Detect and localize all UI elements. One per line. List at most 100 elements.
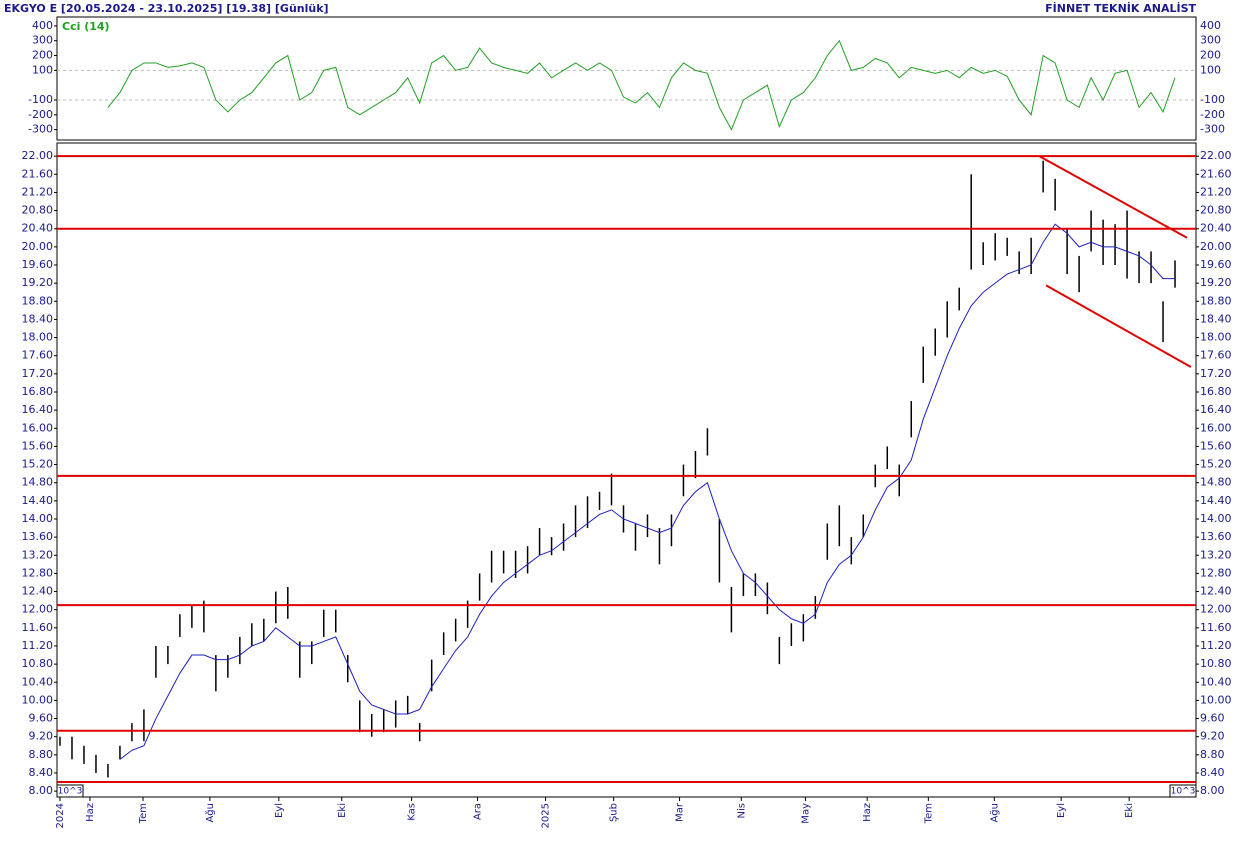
y-tick-label-right: 9.60 bbox=[1200, 712, 1225, 725]
y-tick-label-right: 16.80 bbox=[1200, 385, 1232, 398]
y-tick-label: 18.00 bbox=[22, 331, 54, 344]
x-tick-label: Ağu bbox=[204, 803, 216, 823]
y-tick-label: 18.80 bbox=[22, 294, 54, 307]
y-tick-label: -300 bbox=[28, 123, 53, 136]
y-tick-label-right: 13.20 bbox=[1200, 548, 1232, 561]
y-tick-label: 21.60 bbox=[22, 167, 54, 180]
cci-title: Cci (14) bbox=[62, 20, 110, 33]
y-tick-label-right: 8.80 bbox=[1200, 748, 1225, 761]
y-tick-label-right: 10.00 bbox=[1200, 693, 1232, 706]
y-tick-label-right: 20.80 bbox=[1200, 204, 1232, 217]
y-tick-label: 15.20 bbox=[22, 458, 54, 471]
y-tick-label: 12.40 bbox=[22, 585, 54, 598]
y-tick-label-right: 20.00 bbox=[1200, 240, 1232, 253]
y-tick-label-right: 8.40 bbox=[1200, 766, 1225, 779]
y-tick-label: 21.20 bbox=[22, 185, 54, 198]
x-tick-label: Nis bbox=[736, 803, 747, 818]
y-tick-label: 20.80 bbox=[22, 204, 54, 217]
y-tick-label: 9.60 bbox=[29, 712, 54, 725]
cci-panel bbox=[56, 16, 1197, 141]
x-tick-label: Haz bbox=[862, 803, 873, 822]
y-tick-label: 10.00 bbox=[22, 693, 54, 706]
y-tick-label: 12.00 bbox=[22, 603, 54, 616]
x-tick-label: 2025 bbox=[541, 803, 552, 828]
trend-line bbox=[1038, 155, 1188, 239]
y-tick-label: 400 bbox=[32, 19, 53, 32]
y-tick-label-right: 18.00 bbox=[1200, 331, 1232, 344]
x-tick-label: Ara bbox=[473, 803, 484, 820]
y-tick-label: 200 bbox=[32, 49, 53, 62]
x-tick-label: Mar bbox=[675, 802, 686, 822]
y-tick-label-right: 14.80 bbox=[1200, 476, 1232, 489]
y-tick-label-right: 8.00 bbox=[1200, 784, 1225, 797]
y-tick-label: 11.20 bbox=[22, 639, 54, 652]
y-tick-label-right: 12.40 bbox=[1200, 585, 1232, 598]
y-tick-label-right: 14.40 bbox=[1200, 494, 1232, 507]
x-tick-label: Şub bbox=[609, 803, 620, 822]
y-tick-label: 8.80 bbox=[29, 748, 54, 761]
y-tick-label: 10.40 bbox=[22, 675, 54, 688]
y-tick-label-right: 11.20 bbox=[1200, 639, 1232, 652]
x-tick-label: Eki bbox=[337, 803, 348, 818]
y-tick-label: 20.40 bbox=[22, 222, 54, 235]
y-tick-label-right: 21.60 bbox=[1200, 167, 1232, 180]
y-tick-label-right: 21.20 bbox=[1200, 185, 1232, 198]
y-tick-label: 13.60 bbox=[22, 530, 54, 543]
unit-note: 10^3 bbox=[1171, 787, 1196, 797]
y-tick-label: 8.00 bbox=[29, 784, 54, 797]
y-tick-label-right: 12.00 bbox=[1200, 603, 1232, 616]
y-tick-label: 14.40 bbox=[22, 494, 54, 507]
y-tick-label: 16.00 bbox=[22, 421, 54, 434]
y-tick-label-right: 20.40 bbox=[1200, 222, 1232, 235]
unit-box bbox=[56, 784, 84, 798]
cci-line bbox=[107, 39, 1176, 131]
y-tick-label-right: 19.20 bbox=[1200, 276, 1232, 289]
y-tick-label: 17.20 bbox=[22, 367, 54, 380]
y-tick-label: -200 bbox=[28, 108, 53, 121]
y-tick-label: 18.40 bbox=[22, 312, 54, 325]
x-tick-label: Eyl bbox=[274, 803, 285, 818]
header-left: EKGYO E [20.05.2024 - 23.10.2025] [19.38… bbox=[4, 2, 329, 15]
y-tick-label-right: 10.40 bbox=[1200, 675, 1232, 688]
y-tick-label-right: 200 bbox=[1200, 49, 1221, 62]
moving-average bbox=[119, 223, 1176, 760]
y-tick-label: 20.00 bbox=[22, 240, 54, 253]
x-tick-label: Eki bbox=[1124, 803, 1135, 818]
y-tick-label-right: 19.60 bbox=[1200, 258, 1232, 271]
y-tick-label: 15.60 bbox=[22, 439, 54, 452]
y-tick-label: 10.80 bbox=[22, 657, 54, 670]
y-tick-label-right: 16.00 bbox=[1200, 421, 1232, 434]
x-tick-label: Tem bbox=[923, 803, 934, 824]
y-tick-label-right: 10.80 bbox=[1200, 657, 1232, 670]
header-right: FİNNET TEKNİK ANALİST bbox=[1045, 1, 1196, 15]
x-tick-label: May bbox=[800, 803, 811, 824]
y-tick-label: 16.40 bbox=[22, 403, 54, 416]
y-tick-label-right: 18.80 bbox=[1200, 294, 1232, 307]
y-tick-label: 16.80 bbox=[22, 385, 54, 398]
x-tick-label: Tem bbox=[138, 803, 149, 824]
y-tick-label: 13.20 bbox=[22, 548, 54, 561]
x-tick-label: Haz bbox=[85, 803, 96, 822]
y-tick-label-right: 11.60 bbox=[1200, 621, 1232, 634]
y-tick-label-right: 17.60 bbox=[1200, 349, 1232, 362]
y-tick-label: -100 bbox=[28, 93, 53, 106]
y-tick-label-right: -100 bbox=[1200, 93, 1225, 106]
y-tick-label-right: 15.20 bbox=[1200, 458, 1232, 471]
x-tick-label: Ağu bbox=[988, 803, 1000, 823]
x-tick-label: Eyl bbox=[1056, 803, 1067, 818]
y-tick-label: 8.40 bbox=[29, 766, 54, 779]
y-tick-label-right: -300 bbox=[1200, 123, 1225, 136]
y-tick-label: 22.00 bbox=[22, 149, 54, 162]
y-tick-label: 100 bbox=[32, 63, 53, 76]
y-tick-label-right: -200 bbox=[1200, 108, 1225, 121]
y-tick-label: 19.20 bbox=[22, 276, 54, 289]
trend-line bbox=[1045, 284, 1192, 368]
y-tick-label: 14.00 bbox=[22, 512, 54, 525]
y-tick-label-right: 13.60 bbox=[1200, 530, 1232, 543]
y-tick-label-right: 12.80 bbox=[1200, 566, 1232, 579]
y-tick-label-right: 100 bbox=[1200, 63, 1221, 76]
y-tick-label: 19.60 bbox=[22, 258, 54, 271]
y-tick-label-right: 400 bbox=[1200, 19, 1221, 32]
